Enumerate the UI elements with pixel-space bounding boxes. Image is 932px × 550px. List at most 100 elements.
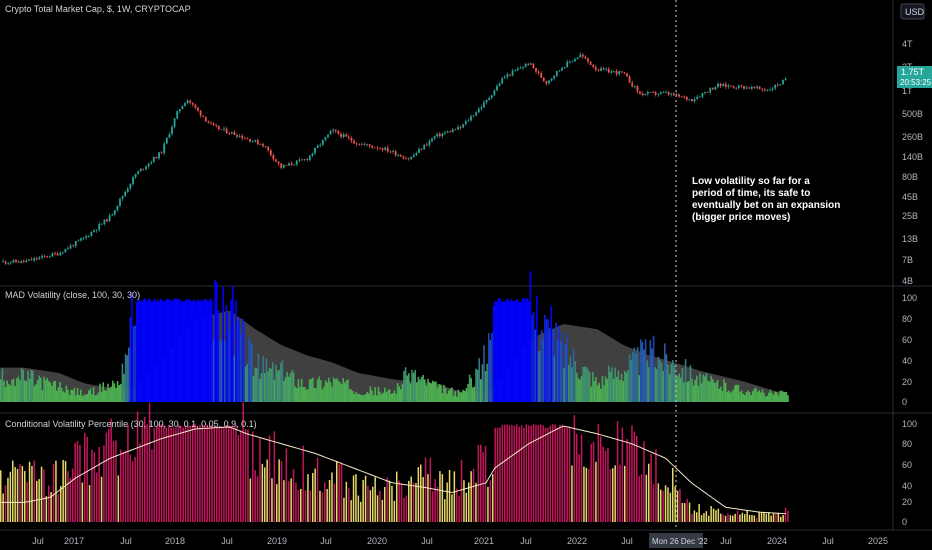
cvp-bar bbox=[448, 469, 451, 522]
price-candle bbox=[12, 260, 15, 263]
cvp-bar bbox=[643, 441, 645, 522]
price-candle bbox=[628, 76, 631, 83]
mad-bar bbox=[44, 379, 47, 402]
price-candle bbox=[597, 69, 600, 71]
cvp-bar bbox=[549, 425, 552, 522]
mad-bar bbox=[668, 374, 671, 402]
cvp-bar bbox=[76, 441, 79, 522]
mad-bar bbox=[648, 367, 650, 402]
cvp-bar bbox=[588, 469, 590, 522]
price-candle bbox=[74, 241, 77, 247]
mad-bar bbox=[705, 373, 708, 402]
mad-bar bbox=[195, 302, 197, 402]
cvp-bar bbox=[148, 402, 151, 522]
mad-bar bbox=[3, 380, 5, 402]
cvp-bar bbox=[273, 431, 276, 522]
mad-bar bbox=[304, 386, 306, 402]
price-candle bbox=[683, 96, 686, 98]
cvp-bar bbox=[698, 504, 700, 522]
mad-bar bbox=[340, 384, 343, 402]
price-candle bbox=[254, 140, 257, 142]
mad-bar bbox=[249, 340, 252, 402]
mad-bar bbox=[478, 358, 480, 402]
mad-bar bbox=[27, 370, 29, 402]
price-candle bbox=[340, 133, 342, 137]
mad-tick-label: 20 bbox=[902, 377, 912, 387]
mad-bar bbox=[94, 395, 96, 402]
price-candle bbox=[145, 166, 147, 170]
time-tick-label: 2022 bbox=[567, 536, 587, 546]
cvp-bar bbox=[744, 514, 746, 522]
cvp-bar bbox=[355, 474, 357, 522]
mad-bar bbox=[152, 301, 154, 402]
mad-bar bbox=[59, 382, 61, 402]
price-candle bbox=[477, 108, 480, 113]
cvp-bar bbox=[583, 466, 585, 522]
cvp-bar bbox=[362, 479, 364, 522]
price-candle bbox=[480, 107, 483, 109]
mad-bar bbox=[380, 394, 383, 402]
cvp-bar bbox=[156, 426, 158, 522]
mad-bar bbox=[756, 391, 759, 402]
price-candle bbox=[727, 85, 730, 87]
mad-bar bbox=[451, 387, 453, 402]
mad-bar bbox=[160, 298, 162, 402]
mad-bar bbox=[500, 301, 503, 402]
price-candle bbox=[363, 144, 366, 145]
price-candle bbox=[246, 138, 249, 140]
mad-bar bbox=[388, 389, 391, 402]
price-candle bbox=[457, 126, 459, 130]
cvp-bar bbox=[201, 424, 204, 522]
mad-bar bbox=[662, 371, 664, 402]
cvp-bar bbox=[312, 472, 314, 522]
mad-bar bbox=[604, 376, 607, 402]
mad-bar bbox=[584, 366, 586, 402]
mad-bar bbox=[46, 378, 48, 402]
mad-bar bbox=[153, 298, 156, 402]
mad-bar bbox=[472, 387, 474, 402]
currency-button[interactable] bbox=[900, 3, 925, 20]
mad-bar bbox=[619, 379, 621, 402]
cvp-bar bbox=[518, 426, 520, 522]
price-tick-label: 140B bbox=[902, 152, 923, 162]
mad-bar bbox=[476, 369, 479, 402]
cvp-bar bbox=[484, 445, 487, 522]
price-candle bbox=[85, 236, 88, 238]
mad-bar bbox=[184, 301, 186, 402]
cvp-bar bbox=[436, 486, 439, 522]
cvp-bar bbox=[235, 425, 237, 522]
mad-bar bbox=[542, 338, 544, 402]
mad-bar bbox=[206, 300, 208, 402]
cvp-bar bbox=[734, 513, 736, 522]
mad-bar bbox=[585, 366, 588, 402]
price-candle bbox=[269, 150, 272, 156]
mad-bar bbox=[164, 300, 167, 402]
cvp-bar bbox=[338, 464, 340, 522]
mad-bar bbox=[356, 393, 359, 402]
price-candle bbox=[67, 248, 69, 250]
cvp-bar bbox=[45, 496, 48, 522]
mad-bar bbox=[200, 300, 202, 402]
mad-bar bbox=[302, 387, 304, 402]
cvp-bar bbox=[199, 424, 201, 522]
cvp-bar bbox=[777, 512, 780, 522]
mad-bar bbox=[336, 378, 338, 402]
mad-bar bbox=[712, 379, 714, 402]
cvp-bar bbox=[237, 434, 240, 522]
cvp-bar bbox=[710, 506, 712, 522]
mad-bar bbox=[635, 353, 637, 402]
mad-bar bbox=[665, 354, 668, 402]
cvp-bar bbox=[520, 425, 523, 522]
price-candle bbox=[126, 188, 129, 192]
cvp-bar bbox=[96, 472, 98, 522]
cvp-bar bbox=[225, 424, 228, 522]
price-candle bbox=[714, 87, 717, 90]
price-candle bbox=[20, 260, 23, 263]
mad-bar bbox=[529, 271, 532, 402]
mad-bar bbox=[126, 355, 128, 402]
cvp-bar bbox=[144, 416, 146, 522]
mad-bar bbox=[667, 364, 669, 402]
price-candle bbox=[259, 144, 262, 146]
cvp-bar bbox=[465, 492, 468, 522]
